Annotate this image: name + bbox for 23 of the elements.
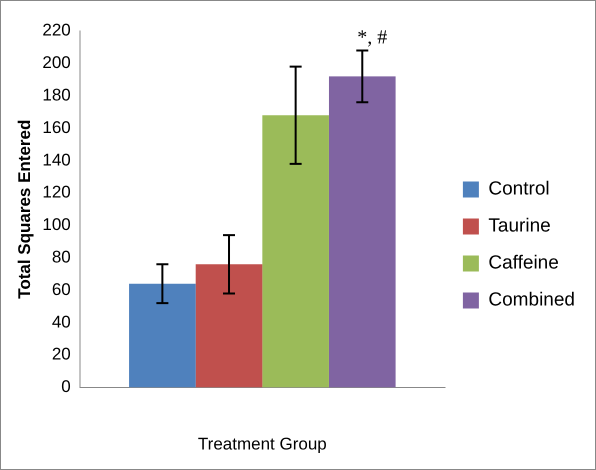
- y-tick-label: 100: [42, 215, 71, 234]
- legend-label: Taurine: [488, 216, 551, 237]
- y-tick-label: 180: [42, 85, 71, 104]
- y-tick-label: 120: [42, 182, 71, 202]
- y-tick-label: 200: [42, 53, 71, 72]
- y-tick-label: 140: [42, 150, 71, 170]
- bar: [328, 76, 396, 388]
- x-axis-title: Treatment Group: [198, 434, 327, 454]
- y-tick-label: 0: [61, 377, 71, 396]
- bar: [262, 115, 329, 388]
- y-tick-label: 80: [52, 247, 71, 266]
- y-tick-label: 220: [42, 20, 71, 40]
- y-tick-label: 20: [52, 344, 71, 364]
- legend-label: Caffeine: [488, 252, 559, 274]
- y-tick-label: 160: [42, 118, 71, 137]
- y-tick-label: 60: [52, 280, 71, 299]
- legend-label: Combined: [488, 290, 576, 311]
- bar: [196, 264, 262, 388]
- legend-label: Control: [488, 178, 550, 200]
- annotation: *, #: [357, 26, 388, 49]
- y-tick-label: 40: [52, 312, 71, 332]
- bar: [129, 284, 196, 388]
- y-axis-title: Total Squares Entered: [14, 120, 34, 299]
